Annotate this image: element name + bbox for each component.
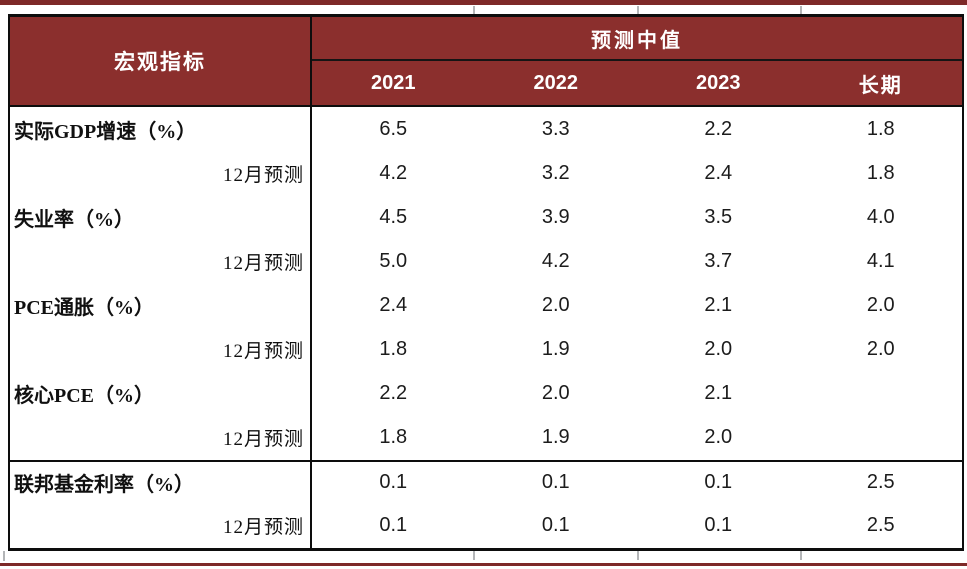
cell-value: 0.1 xyxy=(541,514,570,537)
row-sublabel: 12月预测 xyxy=(10,151,312,196)
group-header: 预测中值 xyxy=(312,17,962,61)
cell-value: 2.2 xyxy=(379,382,408,405)
forecast-table: 宏观指标 预测中值 2021 2022 2023 长期实际GDP增速（%） 6.5 3.3… xyxy=(8,14,964,551)
cell-value: 2.1 xyxy=(704,293,733,316)
cell-value: 0.1 xyxy=(704,514,733,537)
gridline-tick xyxy=(800,551,802,560)
year-header: 2021 xyxy=(312,61,475,107)
cell-value: 4.0 xyxy=(866,205,895,228)
row-sublabel: 12月预测 xyxy=(10,503,312,548)
top-accent-rule xyxy=(0,0,967,5)
cell-value: 6.5 xyxy=(379,117,408,140)
cell-value: 4.2 xyxy=(541,249,570,272)
cell-value: 1.8 xyxy=(866,117,895,140)
row-label: 联邦基金利率（%） xyxy=(10,459,312,504)
cell-value: 1.8 xyxy=(866,161,895,184)
gridline-tick xyxy=(3,551,5,561)
cell-value: 3.5 xyxy=(704,205,733,228)
cell-value: 2.0 xyxy=(704,338,733,361)
cell-value: 2.0 xyxy=(541,382,570,405)
cell-value: 1.9 xyxy=(541,426,570,449)
cell-value: 0.1 xyxy=(474,459,637,504)
gridline-tick xyxy=(473,551,475,560)
cell-value: 2.4 xyxy=(379,293,408,316)
cell-value: 3.2 xyxy=(541,161,570,184)
cell-value xyxy=(800,372,963,416)
cell-value: 3.3 xyxy=(541,117,570,140)
gridline-tick xyxy=(800,6,802,14)
cell-value xyxy=(800,416,963,460)
row-sublabel: 12月预测 xyxy=(10,327,312,372)
row-label: 实际GDP增速（%） xyxy=(10,107,312,152)
gridline-tick xyxy=(637,551,639,560)
row-sublabel: 12月预测 xyxy=(10,415,312,460)
cell-value: 2.0 xyxy=(866,293,895,316)
row-label: 失业率（%） xyxy=(10,195,312,240)
cell-value: 2.5 xyxy=(866,514,895,537)
gridline-tick xyxy=(637,6,639,14)
cell-value: 5.0 xyxy=(379,249,408,272)
year-header: 2022 xyxy=(474,61,637,107)
cell-value: 2.0 xyxy=(866,338,895,361)
row-label: PCE通胀（%） xyxy=(10,283,312,328)
year-header: 2023 xyxy=(637,61,800,107)
cell-value: 1.8 xyxy=(379,338,408,361)
corner-header: 宏观指标 xyxy=(10,17,312,107)
cell-value: 2.4 xyxy=(704,161,733,184)
bottom-accent-rule xyxy=(0,563,967,566)
gridline-tick xyxy=(473,6,475,14)
cell-value: 1.8 xyxy=(379,426,408,449)
cell-value: 2.1 xyxy=(704,382,733,405)
row-label: 核心PCE（%） xyxy=(10,371,312,416)
row-sublabel: 12月预测 xyxy=(10,239,312,284)
cell-value: 4.2 xyxy=(379,161,408,184)
cell-value: 2.5 xyxy=(799,459,962,504)
cell-value: 3.9 xyxy=(541,205,570,228)
cell-value: 1.9 xyxy=(541,338,570,361)
cell-value: 2.0 xyxy=(541,293,570,316)
cell-value: 4.5 xyxy=(379,205,408,228)
cell-value: 3.7 xyxy=(704,249,733,272)
cell-value: 0.1 xyxy=(312,459,475,504)
cell-value: 0.1 xyxy=(379,514,408,537)
cell-value: 0.1 xyxy=(637,459,800,504)
cell-value: 2.0 xyxy=(704,426,733,449)
cell-value: 2.2 xyxy=(704,117,733,140)
year-header: 长期 xyxy=(799,61,962,107)
cell-value: 4.1 xyxy=(866,249,895,272)
